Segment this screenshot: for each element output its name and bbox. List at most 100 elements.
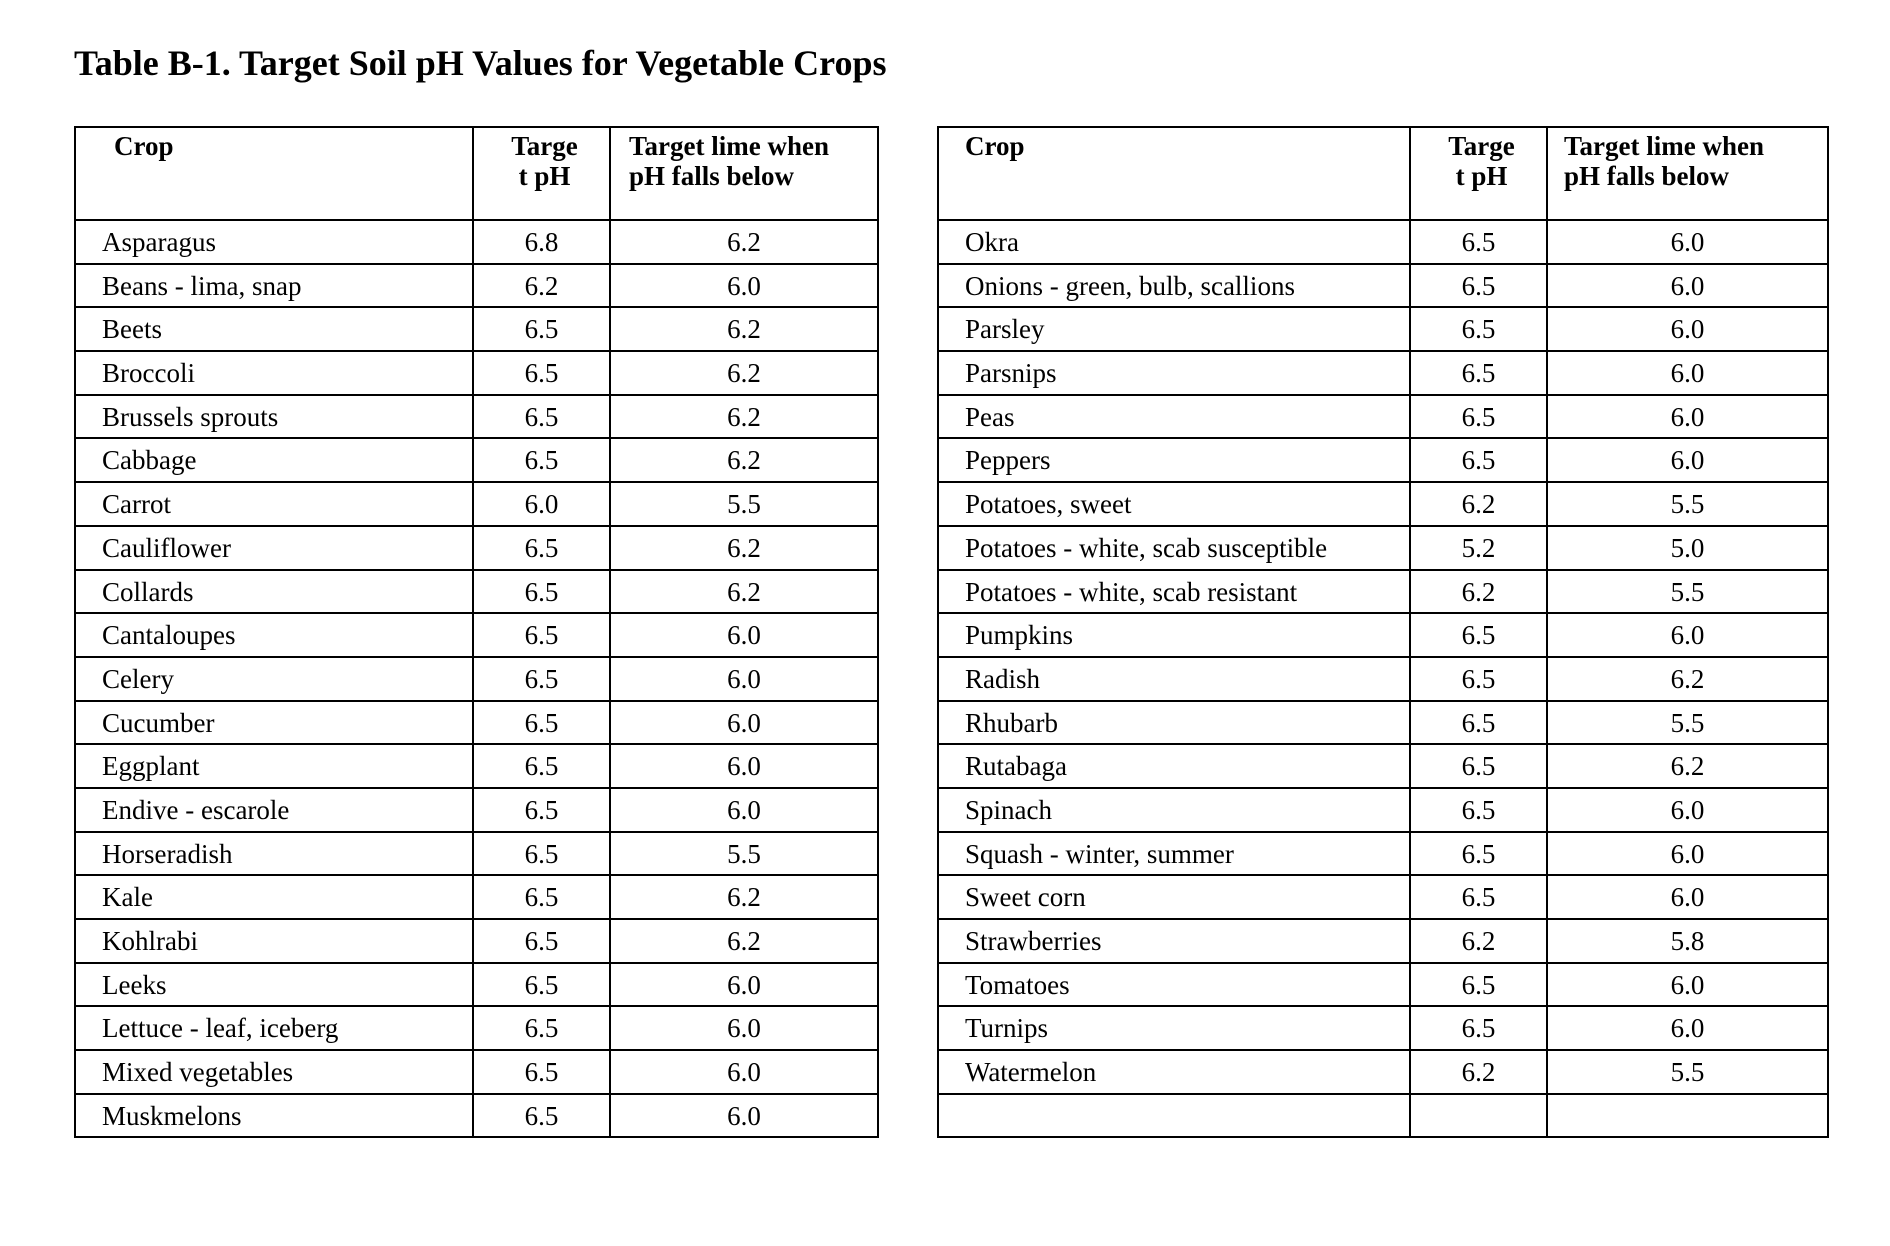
target-lime-cell: 6.2 bbox=[609, 219, 879, 265]
target-lime-cell: 6.0 bbox=[609, 961, 879, 1008]
table-row: Cantaloupes 6.5 6.0 bbox=[74, 612, 879, 658]
target-ph-cell: 6.5 bbox=[472, 306, 611, 353]
crop-cell: Potatoes, sweet bbox=[937, 481, 1411, 527]
header-crop: Crop bbox=[937, 126, 1411, 221]
header-target-lime: Target lime when pH falls below bbox=[609, 126, 879, 221]
table-row: Eggplant 6.5 6.0 bbox=[74, 743, 879, 789]
target-lime-cell: 6.2 bbox=[609, 524, 879, 571]
target-lime-cell: 6.0 bbox=[1546, 830, 1829, 877]
target-lime-cell: 6.2 bbox=[609, 350, 879, 396]
crop-cell: Mixed vegetables bbox=[74, 1049, 474, 1095]
crop-cell: Tomatoes bbox=[937, 961, 1411, 1008]
table-row: Leeks 6.5 6.0 bbox=[74, 961, 879, 1008]
crop-cell: Leeks bbox=[74, 961, 474, 1008]
target-ph-cell: 6.8 bbox=[472, 219, 611, 265]
target-ph-cell: 6.5 bbox=[472, 1005, 611, 1052]
crop-cell: Cauliflower bbox=[74, 524, 474, 571]
table-row: Squash - winter, summer 6.5 6.0 bbox=[937, 830, 1829, 877]
target-lime-cell: 6.2 bbox=[609, 306, 879, 353]
table-row: Kale 6.5 6.2 bbox=[74, 874, 879, 920]
crop-cell: Peppers bbox=[937, 437, 1411, 484]
target-ph-cell: 6.5 bbox=[1409, 262, 1548, 309]
target-lime-cell: 6.0 bbox=[609, 1005, 879, 1052]
crop-cell: Rutabaga bbox=[937, 743, 1411, 789]
target-lime-cell: 6.0 bbox=[609, 612, 879, 658]
table-row: Cauliflower 6.5 6.2 bbox=[74, 524, 879, 571]
target-lime-cell: 6.0 bbox=[609, 262, 879, 309]
crop-cell: Beets bbox=[74, 306, 474, 353]
target-ph-cell: 6.5 bbox=[472, 1049, 611, 1095]
table-row: Watermelon 6.2 5.5 bbox=[937, 1049, 1829, 1095]
target-ph-cell: 6.5 bbox=[472, 350, 611, 396]
target-ph-cell: 6.5 bbox=[1409, 830, 1548, 877]
target-ph-cell: 6.5 bbox=[472, 961, 611, 1008]
table-row: Rutabaga 6.5 6.2 bbox=[937, 743, 1829, 789]
target-ph-cell: 6.5 bbox=[1409, 961, 1548, 1008]
crop-cell: Sweet corn bbox=[937, 874, 1411, 920]
table-row: Peas 6.5 6.0 bbox=[937, 393, 1829, 440]
target-ph-cell: 6.2 bbox=[1409, 481, 1548, 527]
target-lime-cell: 6.0 bbox=[609, 699, 879, 746]
target-ph-cell: 6.5 bbox=[472, 786, 611, 833]
crop-cell: Kohlrabi bbox=[74, 918, 474, 964]
target-ph-cell bbox=[1409, 1092, 1548, 1139]
target-ph-cell: 6.2 bbox=[1409, 918, 1548, 964]
header-target-ph: Targe t pH bbox=[472, 126, 611, 221]
target-lime-cell bbox=[1546, 1092, 1829, 1139]
target-ph-cell: 6.5 bbox=[472, 612, 611, 658]
crop-cell: Celery bbox=[74, 655, 474, 702]
target-lime-cell: 6.2 bbox=[1546, 655, 1829, 702]
target-ph-cell: 6.5 bbox=[472, 1092, 611, 1139]
crop-cell: Muskmelons bbox=[74, 1092, 474, 1139]
table-row: Beets 6.5 6.2 bbox=[74, 306, 879, 353]
table-row: Lettuce - leaf, iceberg 6.5 6.0 bbox=[74, 1005, 879, 1052]
table-row: Peppers 6.5 6.0 bbox=[937, 437, 1829, 484]
target-ph-cell: 6.5 bbox=[472, 743, 611, 789]
table-row: Strawberries 6.2 5.8 bbox=[937, 918, 1829, 964]
target-lime-cell: 6.0 bbox=[609, 655, 879, 702]
target-lime-cell: 6.0 bbox=[609, 1049, 879, 1095]
crop-cell: Brussels sprouts bbox=[74, 393, 474, 440]
target-lime-cell: 6.2 bbox=[609, 568, 879, 615]
table-row: Onions - green, bulb, scallions 6.5 6.0 bbox=[937, 262, 1829, 309]
table-row: Spinach 6.5 6.0 bbox=[937, 786, 1829, 833]
target-ph-cell: 6.5 bbox=[1409, 393, 1548, 440]
table-row: Potatoes, sweet 6.2 5.5 bbox=[937, 481, 1829, 527]
target-lime-cell: 6.2 bbox=[609, 393, 879, 440]
table-row: Turnips 6.5 6.0 bbox=[937, 1005, 1829, 1052]
target-lime-cell: 6.0 bbox=[1546, 786, 1829, 833]
header-crop: Crop bbox=[74, 126, 474, 221]
crop-cell: Rhubarb bbox=[937, 699, 1411, 746]
table-row: Tomatoes 6.5 6.0 bbox=[937, 961, 1829, 1008]
table-row: Broccoli 6.5 6.2 bbox=[74, 350, 879, 396]
table-row: Horseradish 6.5 5.5 bbox=[74, 830, 879, 877]
target-ph-cell: 6.5 bbox=[472, 393, 611, 440]
crop-cell: Cabbage bbox=[74, 437, 474, 484]
crop-cell: Okra bbox=[937, 219, 1411, 265]
header-row: Crop Targe t pH Target lime when pH falls … bbox=[74, 126, 879, 221]
target-ph-cell: 6.5 bbox=[1409, 699, 1548, 746]
table-row: Endive - escarole 6.5 6.0 bbox=[74, 786, 879, 833]
crop-cell: Asparagus bbox=[74, 219, 474, 265]
crop-cell: Beans - lima, snap bbox=[74, 262, 474, 309]
target-ph-cell: 6.5 bbox=[472, 699, 611, 746]
target-ph-cell: 6.5 bbox=[472, 568, 611, 615]
target-ph-cell: 6.5 bbox=[1409, 350, 1548, 396]
table-row: Asparagus 6.8 6.2 bbox=[74, 219, 879, 265]
target-lime-cell: 6.2 bbox=[1546, 743, 1829, 789]
crop-cell: Turnips bbox=[937, 1005, 1411, 1052]
table-row: Collards 6.5 6.2 bbox=[74, 568, 879, 615]
target-lime-cell: 6.0 bbox=[609, 786, 879, 833]
crop-cell: Parsley bbox=[937, 306, 1411, 353]
target-ph-cell: 6.5 bbox=[1409, 655, 1548, 702]
target-lime-cell: 6.0 bbox=[1546, 612, 1829, 658]
target-lime-cell: 5.5 bbox=[1546, 568, 1829, 615]
target-ph-cell: 6.5 bbox=[1409, 1005, 1548, 1052]
table-row: Potatoes - white, scab resistant 6.2 5.5 bbox=[937, 568, 1829, 615]
target-ph-cell: 6.5 bbox=[472, 874, 611, 920]
crop-cell: Parsnips bbox=[937, 350, 1411, 396]
crop-cell: Collards bbox=[74, 568, 474, 615]
target-lime-cell: 5.8 bbox=[1546, 918, 1829, 964]
crop-cell: Strawberries bbox=[937, 918, 1411, 964]
crop-cell: Eggplant bbox=[74, 743, 474, 789]
